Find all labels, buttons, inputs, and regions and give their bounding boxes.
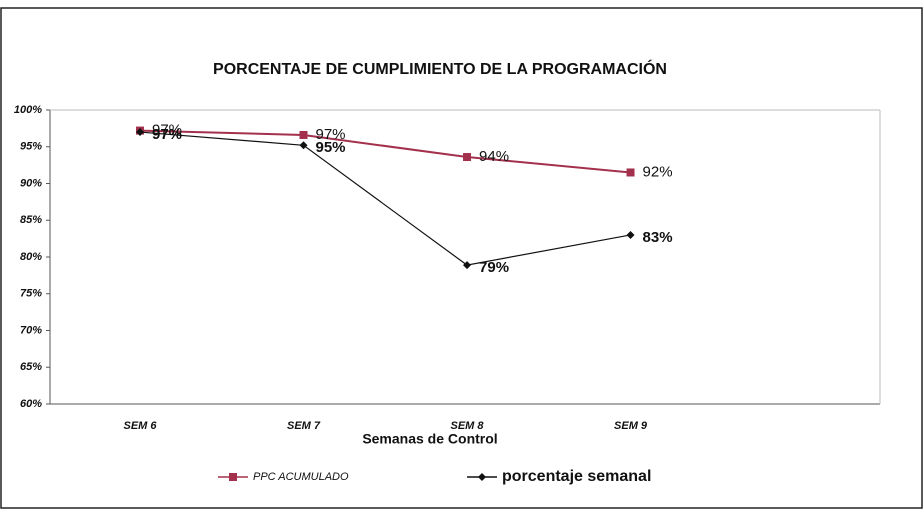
chart-title: PORCENTAJE DE CUMPLIMIENTO DE LA PROGRAM…	[213, 59, 667, 78]
marker	[136, 128, 144, 137]
data-label: 92%	[643, 163, 673, 180]
x-tick-label: SEM 7	[287, 420, 321, 432]
data-label: 97%	[152, 126, 182, 143]
y-tick-label: 100%	[14, 104, 42, 116]
marker	[463, 153, 472, 162]
data-label: 97%	[316, 126, 346, 143]
data-label: 94%	[479, 148, 509, 165]
x-axis-label: Semanas de Control	[362, 431, 497, 447]
marker	[463, 261, 472, 270]
series-line	[139, 131, 631, 266]
series-line	[139, 129, 631, 174]
legend-label: porcentaje semanal	[502, 468, 651, 485]
legend-marker	[478, 473, 486, 481]
data-label: 79%	[479, 259, 509, 276]
y-tick-label: 80%	[20, 251, 42, 263]
data-label: 83%	[643, 229, 673, 246]
legend-marker	[229, 473, 237, 481]
marker	[299, 141, 308, 150]
y-tick-label: 65%	[20, 361, 42, 373]
y-tick-label: 95%	[20, 141, 42, 153]
y-tick-label: 75%	[20, 288, 42, 300]
y-tick-label: 60%	[20, 398, 42, 410]
legend-label: PPC ACUMULADO	[253, 471, 349, 483]
marker	[626, 168, 635, 177]
marker	[299, 130, 308, 139]
marker	[626, 230, 635, 239]
chart-frame	[0, 7, 923, 509]
x-tick-label: SEM 9	[614, 420, 648, 432]
y-tick-label: 85%	[20, 214, 42, 226]
y-tick-label: 90%	[20, 177, 42, 189]
x-tick-label: SEM 6	[123, 420, 157, 432]
y-tick-label: 70%	[20, 324, 42, 336]
x-tick-label: SEM 8	[451, 420, 485, 432]
data-label: 95%	[316, 139, 346, 156]
